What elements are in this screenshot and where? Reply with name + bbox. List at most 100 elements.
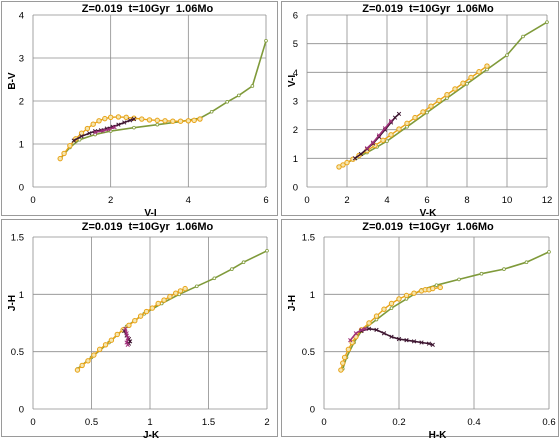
x-tick-label: 6 (424, 195, 429, 206)
data-point (57, 155, 63, 162)
data-point (434, 283, 439, 287)
data-point (370, 140, 376, 145)
y-tick-label: 0 (293, 183, 298, 194)
data-point (93, 132, 97, 137)
data-point (106, 127, 111, 132)
data-point (143, 308, 150, 315)
data-point (123, 326, 128, 331)
data-point (123, 114, 129, 121)
x-tick-label: 2 (108, 195, 113, 206)
chart-panel-jh-vs-jk: 0 0.5 1 1.5 2 0 0.5 1 1.5 Z=0.019 t=10Gyr 1.06Mo J… (1, 219, 278, 438)
data-point (479, 271, 484, 276)
data-point (376, 133, 382, 138)
data-point (340, 360, 346, 366)
data-point (197, 116, 203, 122)
data-point (132, 318, 138, 324)
x-tick-label: 0 (304, 195, 309, 206)
data-point (161, 297, 167, 303)
data-point (100, 128, 106, 133)
data-point (381, 306, 387, 312)
data-point (96, 346, 103, 353)
y-tick-label: 2 (19, 97, 24, 108)
y-tick-label: 2 (293, 125, 298, 136)
data-point (122, 120, 127, 125)
chart-panel-jh-vs-hk: 0 0.2 0.4 0.6 0 0.5 1 1.5 Z=0.019 t=10Gyr 1.06Mo… (281, 219, 559, 438)
x-tick-label: 4 (186, 195, 191, 206)
data-point (385, 139, 389, 143)
data-point (173, 290, 179, 296)
data-point (112, 125, 117, 130)
x-axis-title: V-I (144, 208, 156, 219)
data-point (132, 125, 136, 130)
data-point (452, 86, 458, 92)
data-point (212, 276, 217, 281)
data-point (146, 117, 153, 123)
x-tick-label: 0.4 (467, 417, 480, 428)
y-tick-label: 4 (293, 68, 298, 79)
x-tick-label: 6 (263, 195, 268, 206)
data-point (545, 20, 549, 24)
x-axis-title: J-K (143, 430, 160, 438)
data-point (230, 267, 234, 271)
data-point (524, 260, 529, 265)
y-tick-label: 3 (19, 54, 24, 65)
x-tick-label: 2 (264, 417, 269, 428)
data-point (388, 118, 394, 124)
data-point (90, 121, 96, 127)
data-point (162, 118, 168, 124)
data-point (388, 300, 395, 307)
data-point (476, 69, 482, 75)
y-tick-label: 1 (19, 290, 24, 301)
data-point (388, 132, 394, 138)
y-tick-label: 1.5 (302, 233, 315, 244)
data-point (465, 82, 469, 86)
data-point (114, 331, 120, 338)
data-point (67, 143, 73, 149)
data-point (91, 352, 97, 358)
y-tick-label: 1 (293, 154, 298, 165)
data-point (444, 91, 450, 98)
data-point (389, 334, 394, 339)
data-point (389, 306, 394, 310)
data-point (411, 339, 417, 344)
data-point (185, 118, 192, 124)
data-point (396, 126, 402, 132)
data-point (341, 354, 348, 361)
data-point (363, 326, 368, 331)
data-point (396, 296, 402, 302)
data-point (125, 342, 130, 347)
chart-title: Z=0.019 t=10Gyr 1.06Mo (82, 221, 214, 233)
data-point (436, 97, 442, 104)
data-point (380, 137, 386, 143)
y-tick-label: 0 (310, 405, 315, 416)
x-tick-label: 0.5 (85, 417, 98, 428)
y-axis-title: J-H (287, 295, 298, 311)
data-point (457, 277, 461, 282)
data-point (139, 116, 145, 122)
data-point (182, 285, 188, 292)
data-point (364, 146, 370, 151)
data-point (404, 120, 410, 127)
data-point (403, 292, 410, 299)
x-tick-label: 0.2 (392, 417, 405, 428)
data-point (102, 342, 109, 348)
data-point (425, 110, 429, 115)
data-point (74, 367, 81, 373)
data-point (411, 290, 417, 296)
data-point (79, 362, 85, 369)
y-axis-title: J-H (7, 295, 18, 311)
data-point (127, 118, 133, 123)
data-point (484, 63, 490, 69)
data-point (348, 338, 353, 343)
data-point (124, 340, 129, 345)
series-line (349, 327, 366, 341)
x-tick-label: 10 (502, 195, 513, 206)
data-point (428, 103, 434, 109)
data-point (96, 118, 102, 124)
y-tick-label: 0.5 (302, 347, 315, 358)
data-point (154, 117, 160, 124)
y-tick-label: 0.5 (11, 347, 24, 358)
series-line (60, 40, 267, 159)
data-point (437, 284, 443, 291)
